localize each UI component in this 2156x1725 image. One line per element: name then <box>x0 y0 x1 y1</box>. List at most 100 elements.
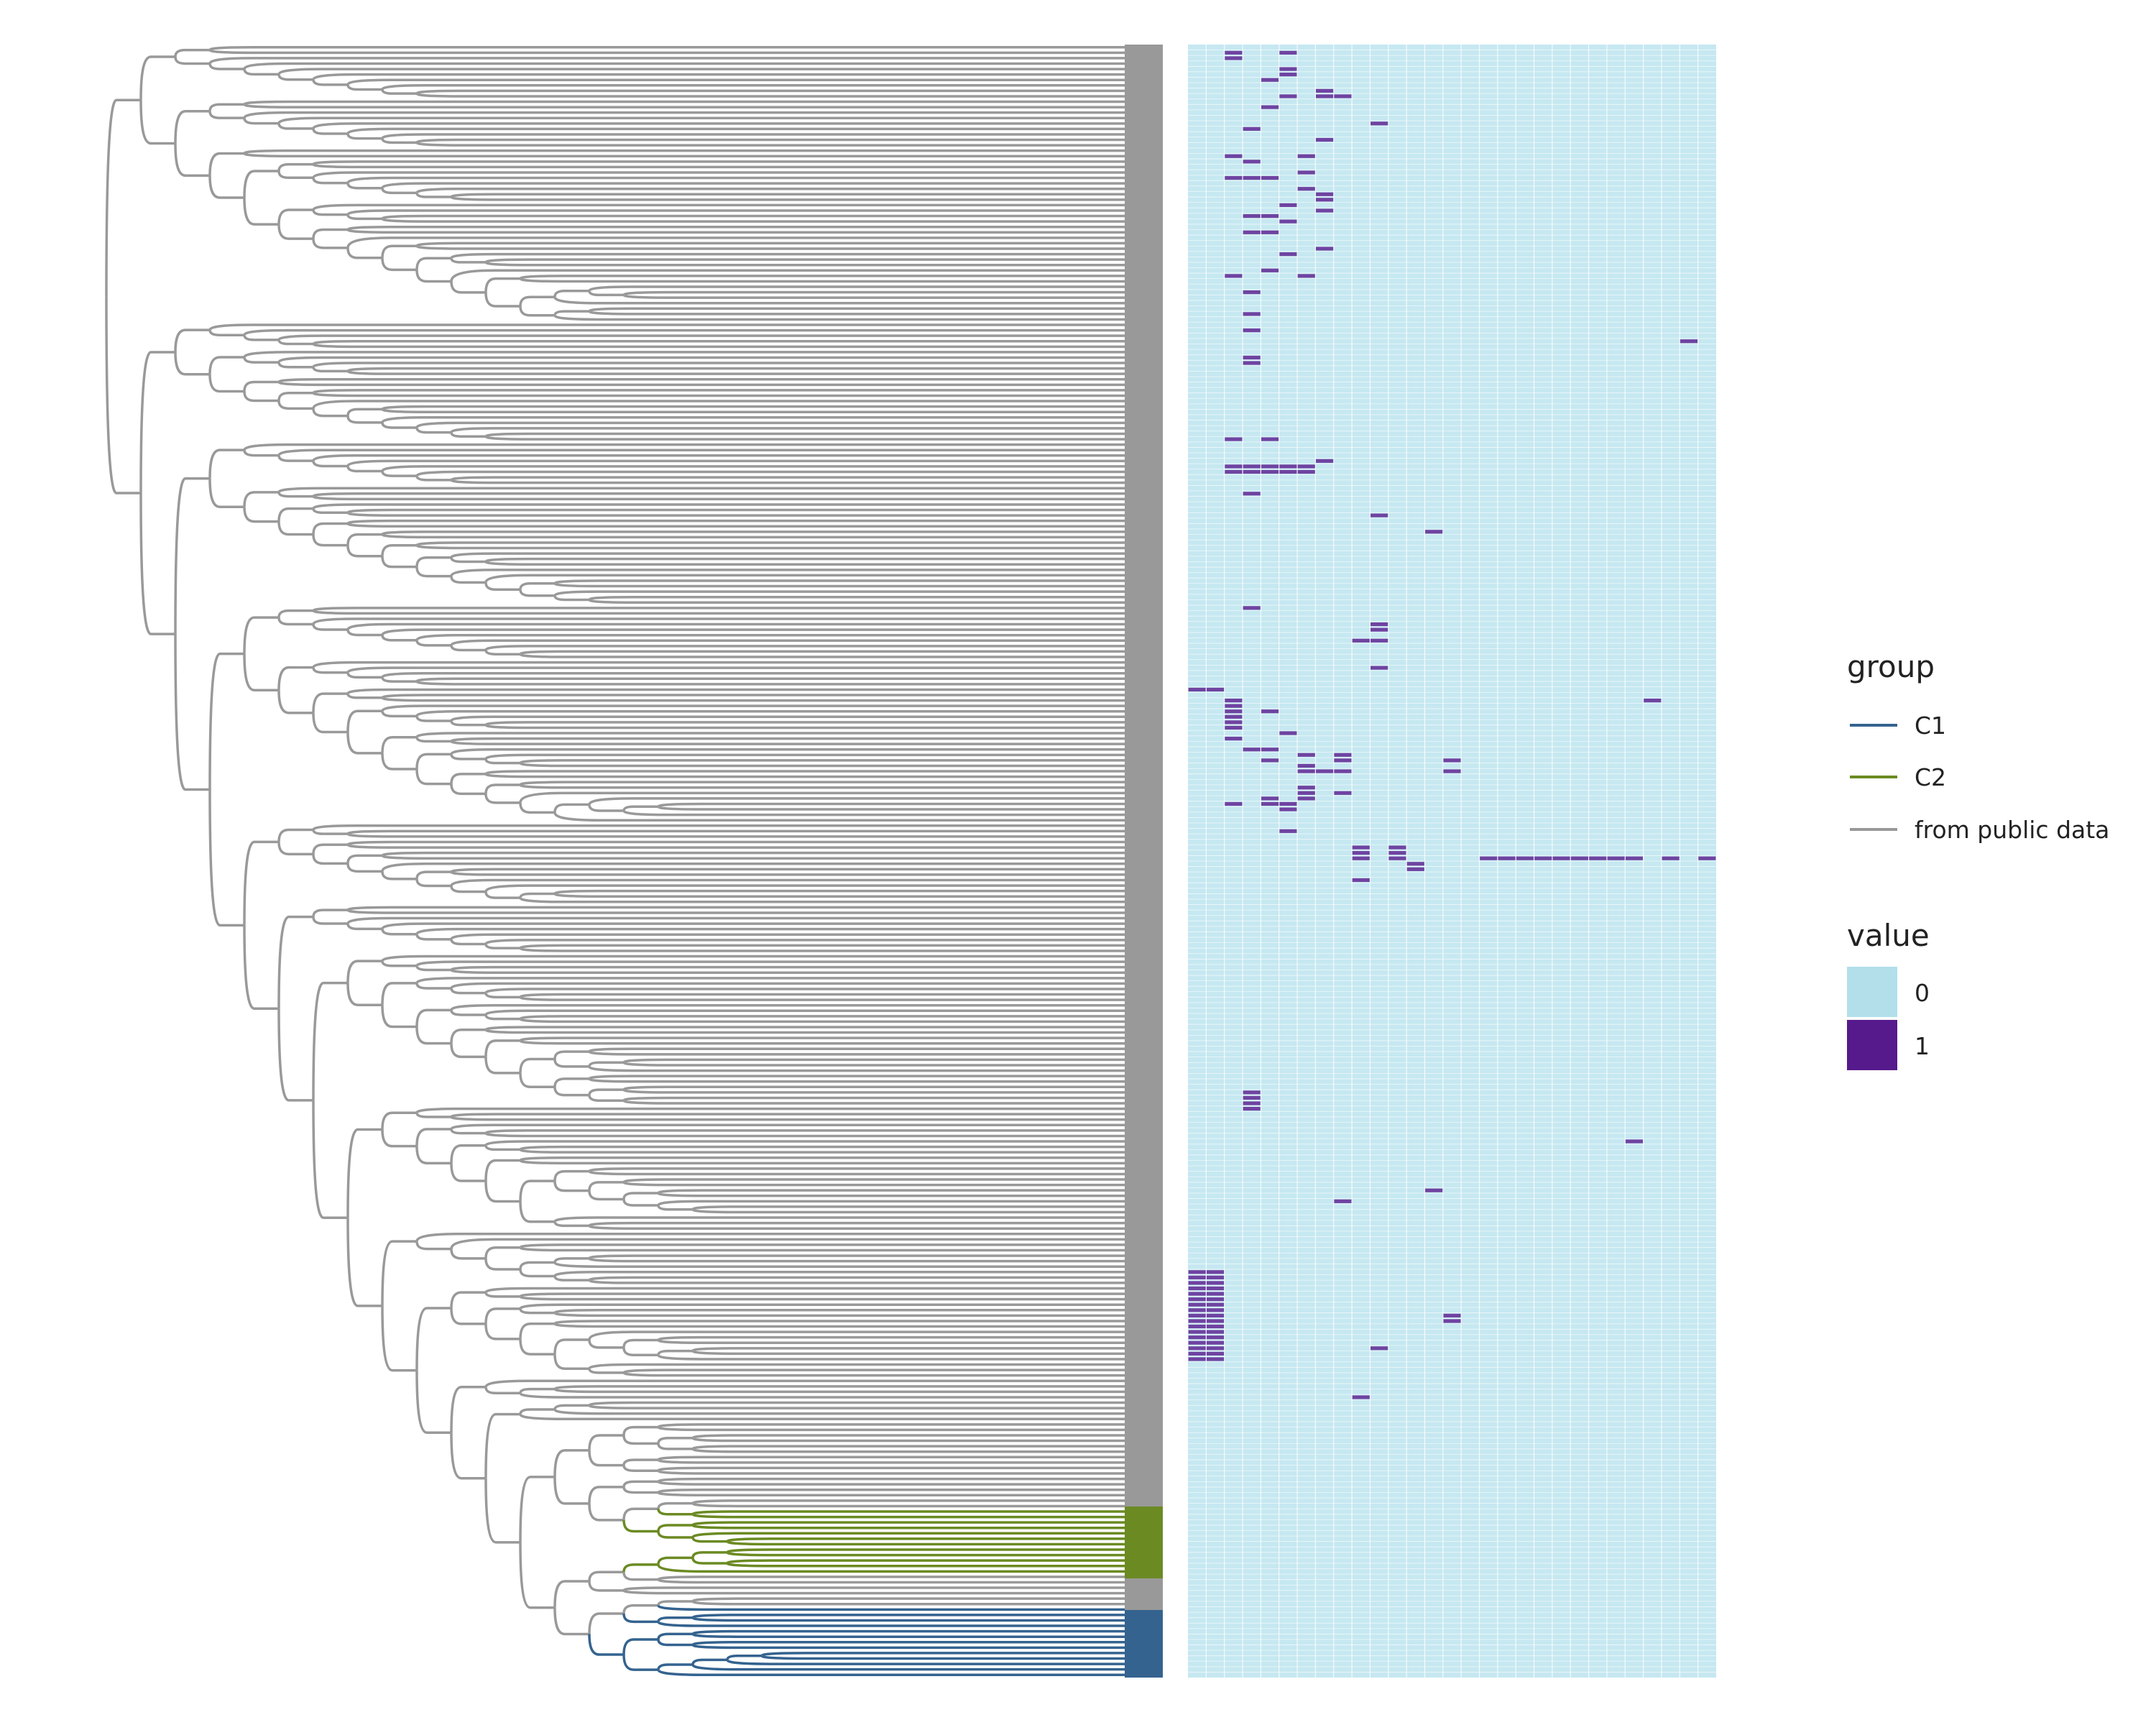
tree-branch <box>381 217 1125 223</box>
tree-branch <box>346 629 382 637</box>
tree-branch <box>657 1669 1125 1676</box>
tree-branch <box>691 1641 1125 1647</box>
tree-branch <box>553 1607 589 1636</box>
heatmap-cell-1 <box>1279 67 1297 71</box>
tree-branch <box>657 1466 1125 1472</box>
tree-branch <box>691 1616 1125 1622</box>
tree-branch <box>277 391 313 401</box>
heatmap-cell-1 <box>1188 687 1206 692</box>
tree-branch <box>484 258 1125 264</box>
tree-branch <box>381 696 1125 702</box>
tree-branch <box>450 939 486 946</box>
tree-branch <box>312 339 1125 346</box>
tree-branch <box>519 582 555 590</box>
tree-branch <box>484 753 1125 760</box>
heatmap-cell-1 <box>1188 1330 1206 1334</box>
tree-branch <box>726 1548 1125 1554</box>
tree-branch <box>519 1246 1125 1252</box>
heatmap-cell-1 <box>1188 1340 1206 1345</box>
tree-branch <box>277 356 1125 363</box>
heatmap-cell-1 <box>1297 796 1315 801</box>
heatmap-cell-1 <box>1188 1319 1206 1323</box>
heatmap-cell-1 <box>1589 856 1607 860</box>
tree-branch <box>277 666 313 691</box>
heatmap-cell-1 <box>1243 355 1261 360</box>
heatmap-cell-1 <box>1206 1357 1225 1361</box>
tree-branch <box>622 805 658 811</box>
heatmap-cell-1 <box>1534 856 1552 860</box>
heatmap-cell-1 <box>1243 126 1261 131</box>
tree-branch <box>622 1088 1125 1094</box>
tree-branch <box>691 1658 727 1665</box>
heatmap-cell-1 <box>1480 856 1498 860</box>
tree-branch <box>484 574 1125 583</box>
heatmap-cell-1 <box>1443 1319 1461 1323</box>
heatmap-cell-1 <box>1316 769 1334 773</box>
tree-branch <box>277 1008 313 1102</box>
heatmap-cell-1 <box>1516 856 1534 860</box>
heatmap-cell-1 <box>1261 464 1279 469</box>
heatmap-cell-1 <box>1698 856 1716 860</box>
tree-branch <box>484 1379 1125 1388</box>
phylogenetic-tree <box>105 46 1125 1676</box>
tree-branch <box>450 1003 1125 1011</box>
tree-branch <box>519 1145 1125 1151</box>
heatmap-cell-1 <box>1243 230 1261 234</box>
tree-branch <box>553 1050 589 1059</box>
tree-branch <box>346 960 382 983</box>
heatmap-cell-1 <box>1188 1286 1206 1291</box>
tree-branch <box>450 557 486 564</box>
tree-branch <box>519 1387 555 1394</box>
tree-branch <box>277 400 313 410</box>
tree-branch <box>208 103 244 111</box>
heatmap-cell-1 <box>1243 464 1261 469</box>
tree-branch <box>243 170 279 198</box>
tree-branch <box>657 1501 693 1509</box>
heatmap-cell-1 <box>1370 1346 1388 1351</box>
tree-branch <box>450 1144 486 1164</box>
tree-branch <box>622 1061 1125 1067</box>
heatmap-cell-1 <box>1206 1351 1225 1356</box>
tree-branch <box>588 804 624 812</box>
tree-branch <box>691 1600 1125 1606</box>
tree-branch <box>312 408 348 418</box>
legend-group-title: group <box>1847 649 1935 684</box>
tree-branch <box>622 1604 658 1614</box>
heatmap-cell-1 <box>1225 737 1243 741</box>
tree-branch <box>484 1307 520 1324</box>
tree-branch <box>381 138 417 144</box>
tree-branch <box>346 908 1125 914</box>
tree-branch <box>622 1507 658 1520</box>
heatmap-cell-1 <box>1206 1319 1225 1323</box>
heatmap-cell-1 <box>1334 94 1352 98</box>
tree-branch <box>519 1269 555 1278</box>
heatmap-cell-1 <box>1243 492 1261 496</box>
tree-branch <box>622 1199 658 1207</box>
tree-branch <box>691 1501 1125 1508</box>
tree-branch <box>346 415 382 424</box>
heatmap-cell-1 <box>1188 1281 1206 1285</box>
tree-branch <box>346 466 382 473</box>
tree-branch <box>243 62 1125 70</box>
tree-branch <box>622 810 1125 816</box>
heatmap-cell-1 <box>1662 856 1680 860</box>
tree-branch <box>243 391 279 402</box>
tree-branch <box>450 870 1125 876</box>
tree-branch <box>657 1455 1125 1461</box>
tree-branch <box>657 1338 1125 1344</box>
tree-branch <box>381 188 417 195</box>
tree-branch <box>450 569 1125 577</box>
tree-branch <box>588 1276 1125 1282</box>
tree-branch <box>312 534 348 547</box>
legend-group-label-c1: C1 <box>1915 712 1946 740</box>
tree-branch <box>277 828 313 842</box>
tree-branch <box>312 492 1125 498</box>
tree-branch <box>484 1057 520 1075</box>
tree-branch <box>450 783 486 796</box>
heatmap-cell-1 <box>1206 1292 1225 1296</box>
tree-branch <box>208 175 244 199</box>
tree-branch <box>208 374 244 393</box>
tree-branch <box>312 667 348 674</box>
tree-branch <box>691 1524 1125 1530</box>
tree-branch <box>346 688 1125 694</box>
